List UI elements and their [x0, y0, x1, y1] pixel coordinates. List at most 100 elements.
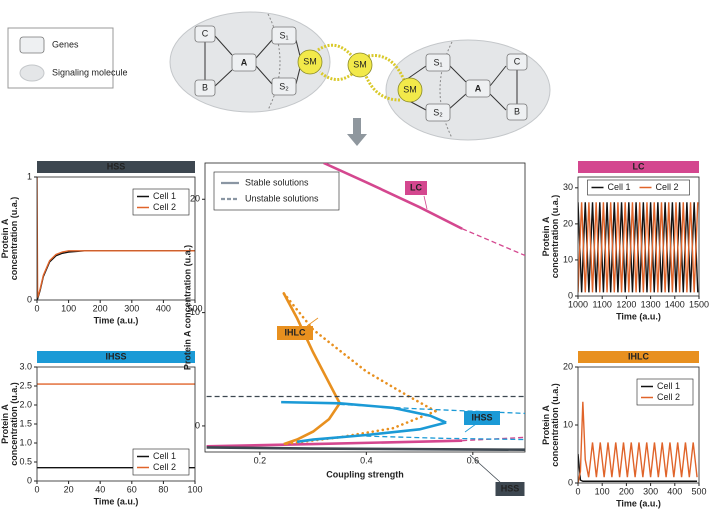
gene-node	[425, 103, 451, 122]
legend-label: Stable solutions	[245, 177, 309, 187]
stable-branch	[323, 163, 463, 230]
x-tick-label: 0.2	[254, 455, 267, 465]
series-line	[37, 177, 195, 298]
legend-label: Cell 2	[656, 182, 679, 192]
y-axis-label-line: concentration (u.a.)	[9, 382, 19, 466]
node-label: C	[514, 56, 521, 66]
series-line	[578, 202, 699, 293]
chart-title: IHLC	[628, 351, 649, 361]
panel-header	[37, 161, 195, 173]
chart-title: IHSS	[105, 351, 126, 361]
y-tick-label: 0	[195, 420, 200, 430]
key-label: Genes	[52, 39, 79, 49]
tag-link	[306, 317, 319, 327]
x-tick-label: 400	[156, 303, 171, 313]
nucleus-border	[267, 13, 281, 111]
x-tick-label: 80	[158, 484, 168, 494]
molecule	[347, 52, 373, 78]
y-axis-label: Protein Aconcentration (u.a.)	[0, 382, 19, 466]
panel-header	[578, 351, 699, 363]
panel-header	[37, 351, 195, 363]
series-line	[578, 401, 698, 483]
y-tick-label: 0	[568, 290, 573, 300]
stable-branch	[206, 446, 525, 452]
branch-tag	[495, 482, 525, 496]
y-tick-label: 1	[27, 171, 32, 181]
plot-frame	[36, 176, 196, 301]
legend-box	[636, 378, 694, 406]
stable-branch	[281, 400, 447, 424]
y-axis-label: Protein Aconcentration (u.a.)	[541, 383, 560, 467]
y-tick-label: 1.5	[19, 418, 32, 428]
nucleus-border	[439, 41, 453, 139]
y-tick-label: 20	[563, 218, 573, 228]
y-tick-label: 30	[563, 182, 573, 192]
x-tick-label: 100	[595, 486, 610, 496]
legend-label: Cell 2	[153, 462, 176, 472]
x-tick-label: 0	[34, 484, 39, 494]
tag-link	[469, 454, 501, 483]
legend-box	[587, 179, 690, 196]
stable-branch	[206, 439, 463, 448]
arrow	[347, 118, 367, 146]
x-tick-label: 1100	[593, 299, 612, 309]
molecule	[397, 77, 423, 103]
y-tick-label: 0	[568, 477, 573, 487]
gene-node	[425, 53, 451, 72]
gene-node	[506, 53, 528, 71]
node-label: S₂	[433, 107, 443, 117]
unstable-branch	[461, 228, 525, 257]
molecule-label: SM	[403, 84, 417, 94]
branch-tag	[405, 181, 427, 195]
x-tick-label: 0	[34, 303, 39, 313]
legend-label: Cell 1	[153, 451, 176, 461]
node-label: A	[241, 57, 248, 67]
x-tick-label: 200	[619, 486, 634, 496]
x-tick-label: 100	[61, 303, 76, 313]
x-axis-label: Coupling strength	[326, 469, 404, 479]
y-tick-label: 1.0	[19, 437, 32, 447]
x-axis-label: Time (a.u.)	[94, 315, 139, 325]
y-axis-label-line: Protein A	[541, 216, 551, 256]
x-tick-label: 1000	[568, 299, 588, 309]
node-label: C	[202, 28, 209, 38]
legend-box	[132, 188, 190, 216]
molecule	[297, 49, 323, 75]
gene-node	[231, 53, 257, 72]
x-tick-label: 1200	[616, 299, 636, 309]
gene-icon	[19, 36, 45, 54]
x-tick-label: 0.4	[360, 455, 373, 465]
legend-label: Cell 2	[657, 392, 680, 402]
y-axis-label: Protein A concentration (u.a.)	[182, 245, 192, 370]
y-tick-label: 0.5	[19, 456, 32, 466]
x-tick-label: 20	[64, 484, 74, 494]
plot-frame	[577, 176, 700, 297]
node-label: S₁	[279, 30, 288, 40]
unstable-branch	[282, 292, 437, 413]
x-tick-label: 0.6	[467, 455, 480, 465]
branch-tag	[464, 411, 500, 425]
unstable-branch	[462, 436, 525, 442]
gene-node	[194, 25, 216, 43]
node-label: S₁	[433, 57, 442, 67]
x-tick-label: 500	[187, 303, 202, 313]
x-axis-label: Time (a.u.)	[94, 496, 139, 506]
x-tick-label: 60	[127, 484, 137, 494]
x-tick-label: 100	[187, 484, 202, 494]
y-axis-label-line: concentration (u.a.)	[550, 195, 560, 279]
y-tick-label: 0	[27, 294, 32, 304]
stable-branch	[282, 292, 341, 404]
x-tick-label: 1400	[665, 299, 685, 309]
chart-title: HSS	[107, 161, 126, 171]
x-tick-label: 300	[124, 303, 139, 313]
x-tick-label: 1300	[641, 299, 661, 309]
legend-label: Unstable solutions	[245, 193, 319, 203]
branch-tag	[277, 326, 313, 340]
key-label: Signaling molecule	[52, 67, 128, 77]
y-tick-label: 2.0	[19, 399, 32, 409]
tag-link	[464, 423, 477, 433]
unstable-branch	[366, 435, 525, 441]
legend-box	[213, 171, 340, 211]
molecule-icon	[19, 64, 45, 82]
